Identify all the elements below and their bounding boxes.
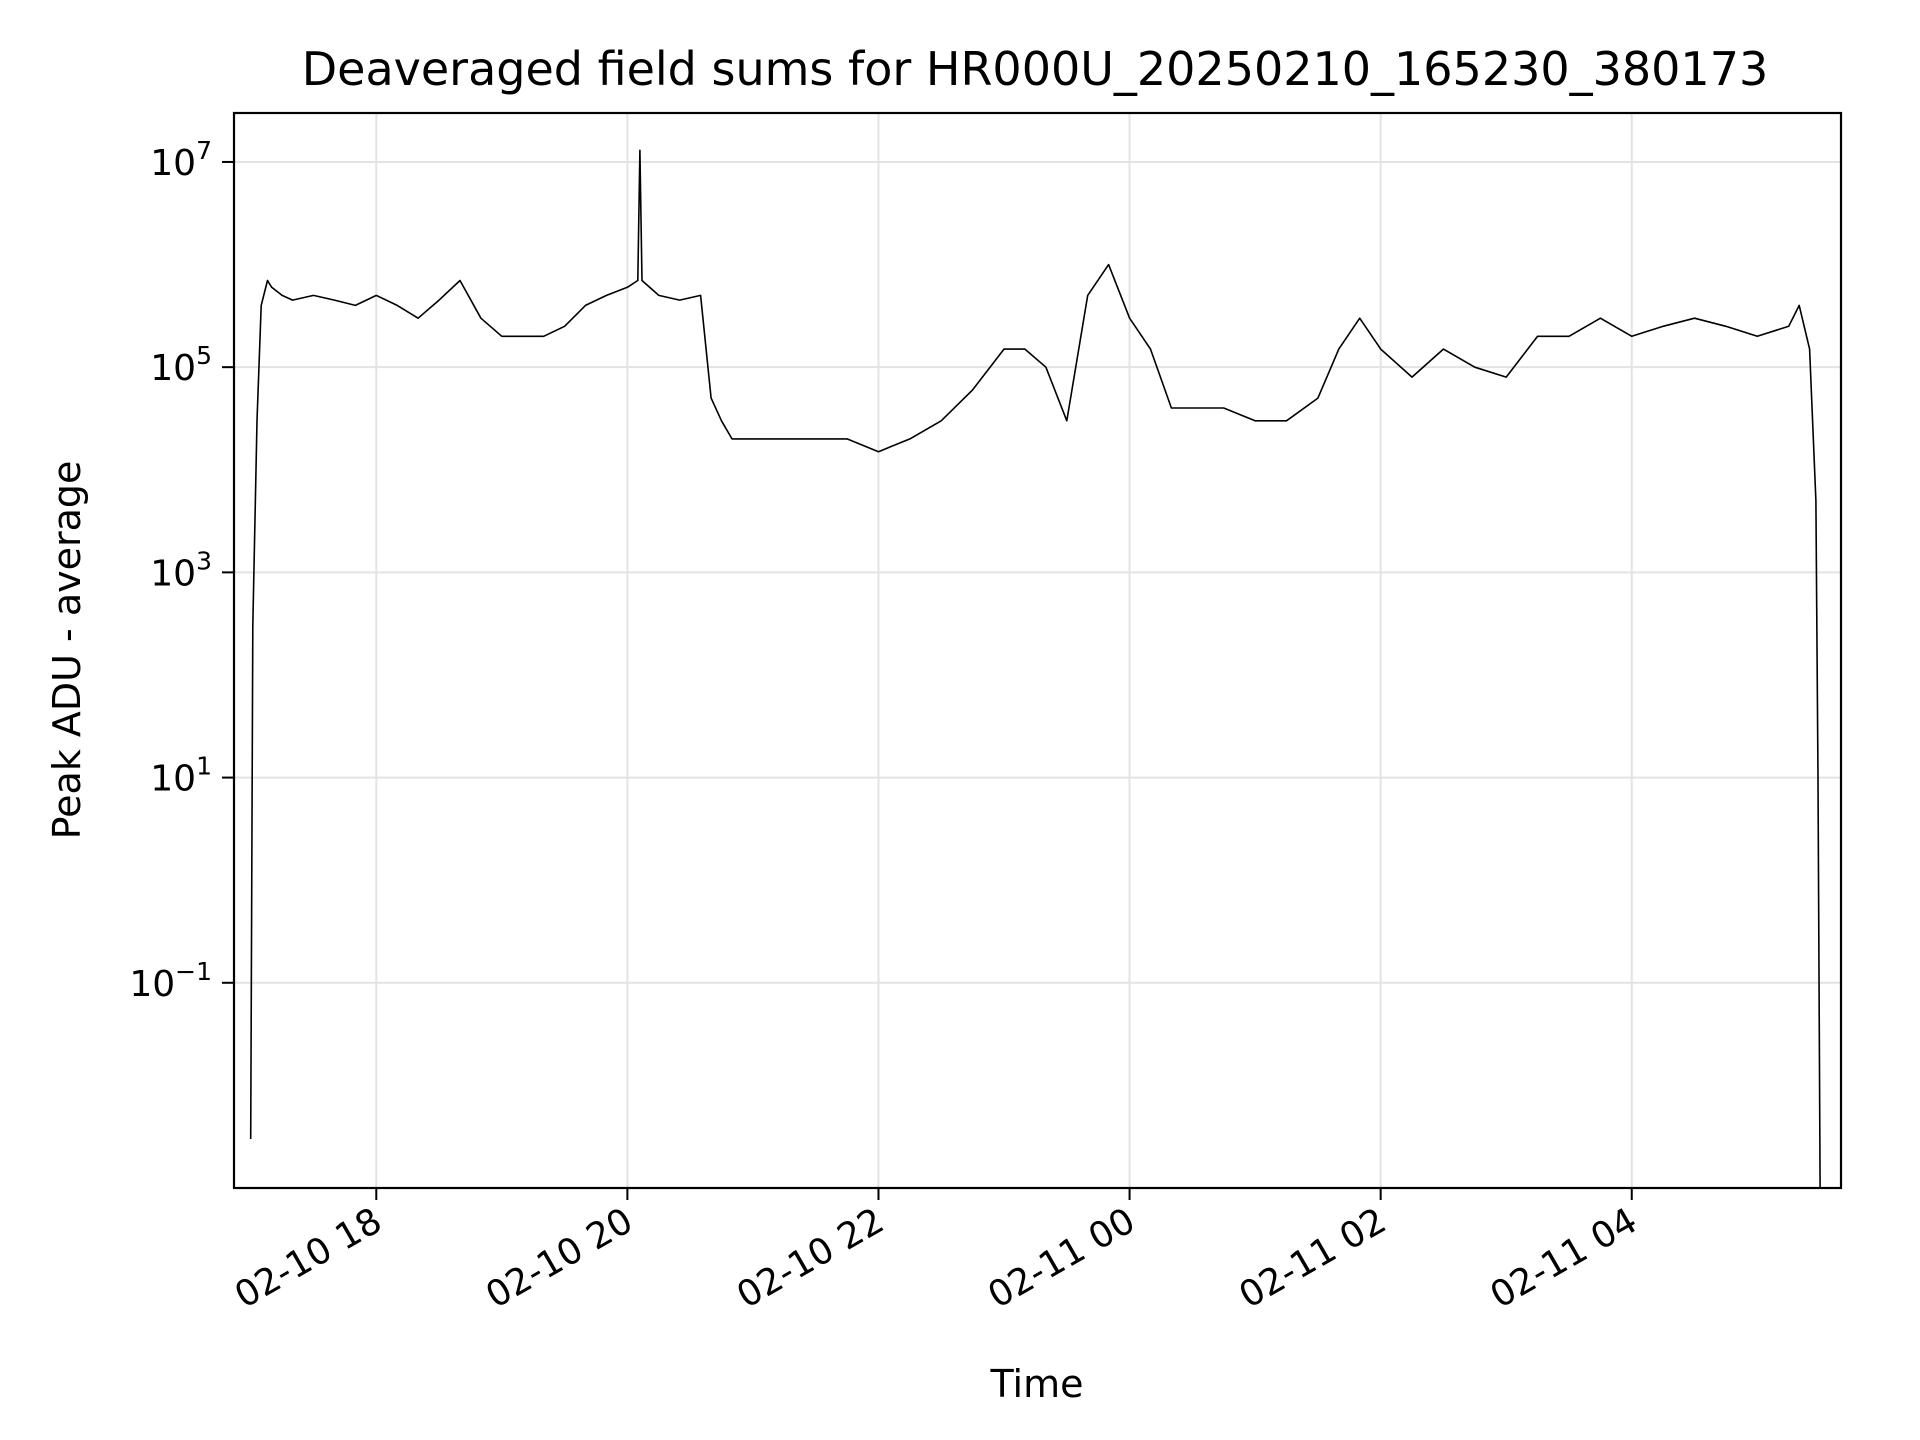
y-tick-label: 101 bbox=[150, 752, 212, 800]
y-tick-label: 10−1 bbox=[129, 957, 212, 1005]
chart-title: Deaveraged field sums for HR000U_2025021… bbox=[302, 42, 1768, 96]
y-tick-label: 107 bbox=[150, 136, 212, 184]
grid bbox=[234, 113, 1841, 1188]
series-line bbox=[249, 149, 1821, 1189]
y-axis-label: Peak ADU - average bbox=[45, 461, 89, 840]
plot-frame bbox=[232, 111, 1843, 1190]
y-tick-label: 105 bbox=[150, 341, 212, 389]
series-layer bbox=[249, 149, 1821, 1189]
y-axis: 10−1 101 103 105 107 bbox=[129, 136, 234, 1005]
x-axis-label: Time bbox=[990, 1362, 1084, 1406]
y-tick-label: 103 bbox=[150, 546, 212, 594]
